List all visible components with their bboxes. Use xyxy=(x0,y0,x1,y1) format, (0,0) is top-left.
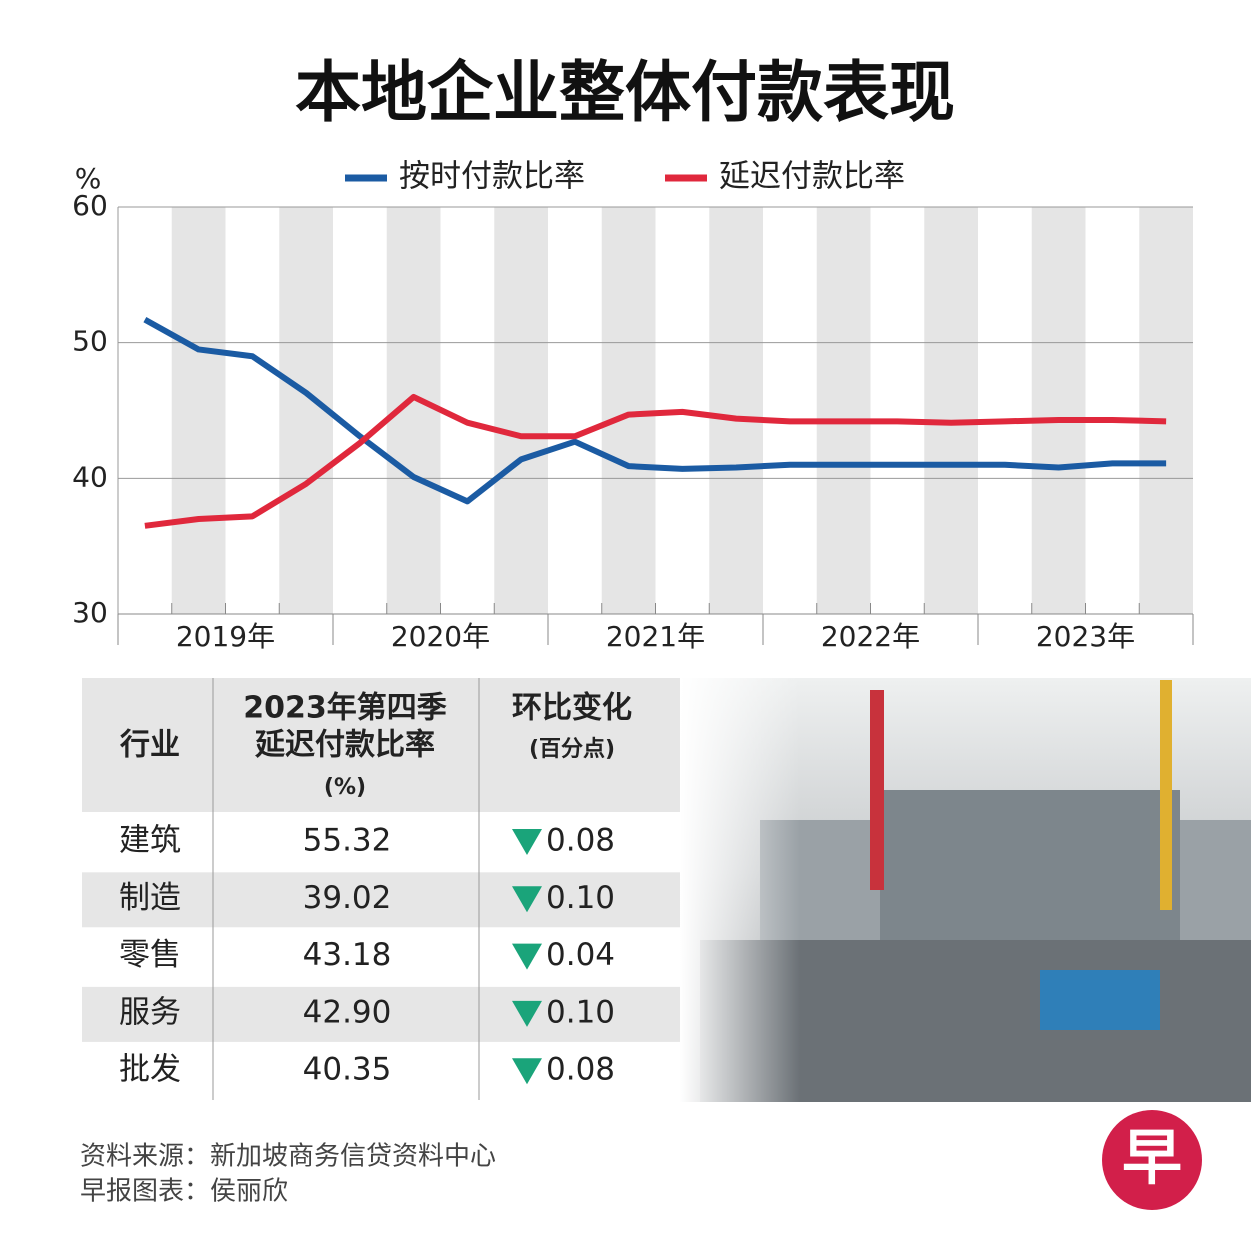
table-header: 行业 xyxy=(119,728,180,763)
column-stripe xyxy=(924,207,978,614)
y-tick-label: 40 xyxy=(72,460,108,493)
source-note: 早报图表：侯丽欣 xyxy=(80,1177,288,1207)
late-rate: 55.32 xyxy=(303,823,392,859)
table-header: 环比变化 xyxy=(512,691,632,726)
column-stripe xyxy=(816,207,871,614)
late-rate: 42.90 xyxy=(303,994,392,1030)
legend-label: 延迟付款比率 xyxy=(719,159,905,195)
column-stripe xyxy=(601,207,656,614)
x-group-label: 2022年 xyxy=(821,620,920,653)
table-header: (%) xyxy=(324,775,366,800)
industry: 建筑 xyxy=(119,823,181,859)
industry: 批发 xyxy=(119,1052,181,1088)
logo-circle xyxy=(1102,1110,1202,1210)
change: 0.08 xyxy=(546,1052,615,1088)
column-stripe xyxy=(494,207,548,614)
column-stripe xyxy=(1139,207,1193,614)
source-note: 资料来源：新加坡商务信贷资料中心 xyxy=(80,1142,496,1172)
down-arrow xyxy=(512,1000,542,1027)
late-rate: 39.02 xyxy=(303,880,392,916)
down-arrow xyxy=(512,943,542,970)
y-tick-label: 30 xyxy=(72,596,108,629)
down-arrow xyxy=(512,886,542,913)
column-stripe xyxy=(709,207,763,614)
column-stripe xyxy=(1031,207,1086,614)
logo-text: 早 xyxy=(1122,1124,1182,1194)
y-tick-label: 60 xyxy=(72,189,108,222)
table-header-bg xyxy=(82,678,680,812)
down-arrow xyxy=(512,1058,542,1085)
late-rate: 40.35 xyxy=(303,1052,392,1088)
x-group-label: 2021年 xyxy=(606,620,705,653)
industry: 制造 xyxy=(119,880,181,916)
change: 0.10 xyxy=(546,994,615,1030)
table-header: 2023年第四季 xyxy=(243,691,447,726)
y-axis-label: % xyxy=(75,162,102,195)
x-group-label: 2020年 xyxy=(391,620,490,653)
row-bg xyxy=(82,986,680,1042)
x-group-label: 2019年 xyxy=(176,620,275,653)
column-stripe xyxy=(171,207,226,614)
table-header: 延迟付款比率 xyxy=(254,728,435,763)
table-header: (百分点) xyxy=(529,736,615,762)
chart-title: 本地企业整体付款表现 xyxy=(295,54,955,131)
industry: 零售 xyxy=(119,937,181,973)
legend-label: 按时付款比率 xyxy=(399,159,585,195)
industry: 服务 xyxy=(119,994,181,1030)
series-line xyxy=(144,393,1167,529)
construction-photo xyxy=(680,678,1251,1102)
down-arrow xyxy=(512,829,542,855)
change: 0.04 xyxy=(546,937,615,973)
series-line xyxy=(143,316,1167,505)
late-rate: 43.18 xyxy=(303,937,392,973)
change: 0.08 xyxy=(546,823,615,859)
x-group-label: 2023年 xyxy=(1036,620,1135,653)
row-bg xyxy=(82,872,680,928)
change: 0.10 xyxy=(546,880,615,916)
y-tick-label: 50 xyxy=(72,325,108,358)
